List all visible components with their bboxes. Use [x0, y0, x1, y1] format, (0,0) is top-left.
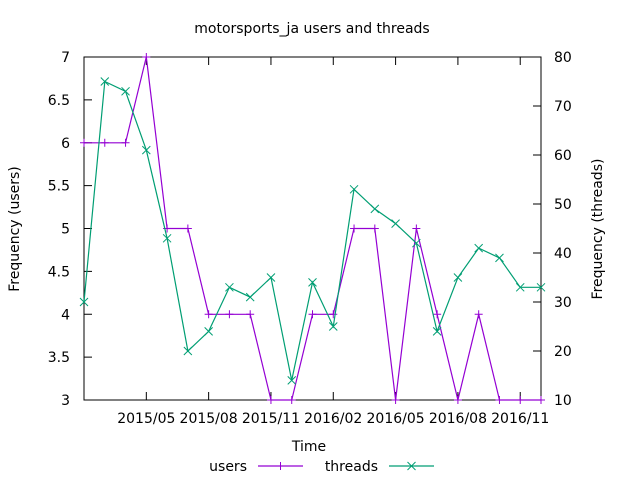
x-tick-label: 2015/08 [180, 411, 238, 427]
threads-point [100, 77, 110, 86]
threads-point [266, 273, 276, 282]
y-left-tick-label: 6.5 [48, 93, 70, 109]
y-right-tick-label: 60 [554, 148, 572, 164]
users-point [433, 310, 442, 319]
threads-point [328, 322, 338, 331]
legend-label-users: users [209, 459, 247, 475]
y-left-tick-label: 7 [61, 50, 70, 66]
x-tick-label: 2015/11 [242, 411, 300, 427]
threads-point [204, 327, 213, 336]
users-point [80, 138, 88, 147]
users-point [412, 224, 421, 233]
threads-point [391, 219, 400, 228]
users-point [183, 224, 192, 233]
y-right-axis: 10 20 30 40 50 60 70 80 [533, 50, 572, 409]
threads-point [495, 253, 504, 263]
threads-point [245, 292, 255, 302]
y-right-tick-label: 20 [554, 344, 572, 360]
threads-point [515, 282, 525, 292]
threads-point [225, 282, 234, 292]
x-axis-label: Time [291, 439, 326, 455]
threads-point [308, 278, 317, 287]
threads-point [287, 376, 297, 385]
x-tick-label: 2016/08 [429, 411, 487, 427]
y-left-tick-label: 4.5 [48, 264, 70, 280]
users-point [266, 396, 275, 404]
users-point [121, 138, 130, 147]
y-left-tick-label: 3.5 [48, 350, 70, 366]
x-tick-label: 2016/02 [304, 411, 362, 427]
users-point [350, 224, 359, 233]
legend-label-threads: threads [325, 459, 378, 475]
threads-point [121, 86, 130, 96]
threads-point [141, 145, 151, 155]
y-right-tick-label: 10 [554, 393, 572, 409]
threads-point [183, 346, 193, 356]
y-right-tick-label: 30 [554, 295, 572, 311]
x-tick-label: 2016/11 [491, 411, 549, 427]
users-point [370, 224, 379, 233]
threads-point [453, 273, 463, 282]
threads-point [162, 233, 172, 243]
y-left-tick-label: 6 [61, 136, 70, 152]
users-point [453, 396, 462, 404]
x-tick-label: 2016/05 [367, 411, 425, 427]
y-left-axis-label: Frequency (users) [7, 166, 23, 292]
users-point [246, 310, 255, 319]
users-point [474, 310, 483, 319]
legend-marker-users [276, 462, 285, 470]
y-left-axis: 3 3.5 4 4.5 5 5.5 6 6.5 7 [48, 50, 92, 409]
chart-title: motorsports_ja users and threads [194, 21, 429, 37]
y-left-tick-label: 5 [61, 222, 70, 238]
x-axis: 2015/05 2015/08 2015/11 2016/02 2016/05 2016/… [117, 57, 549, 427]
users-point [495, 396, 504, 404]
y-right-tick-label: 70 [554, 99, 572, 115]
users-point [537, 396, 545, 404]
users-point [204, 310, 213, 319]
legend-marker-threads [407, 461, 416, 471]
threads-point [349, 184, 359, 194]
y-right-tick-label: 80 [554, 50, 572, 66]
users-line [84, 56, 541, 401]
users-point [391, 396, 400, 404]
threads-line [83, 80, 541, 381]
series-layer [79, 53, 546, 404]
y-left-tick-label: 3 [61, 393, 70, 409]
threads-point [79, 297, 89, 307]
threads-point [432, 327, 442, 336]
y-right-tick-label: 40 [554, 246, 572, 262]
users-point [308, 310, 317, 319]
legend: users threads [209, 459, 434, 475]
y-left-tick-label: 4 [61, 307, 70, 323]
users-point [287, 396, 296, 404]
users-point [516, 396, 525, 404]
users-point [329, 310, 338, 319]
users-point [225, 310, 234, 319]
x-tick-label: 2015/05 [117, 411, 175, 427]
threads-point [536, 282, 546, 292]
threads-point [370, 204, 380, 214]
users-point [142, 53, 151, 61]
threads-point [474, 243, 484, 253]
users-point [100, 138, 109, 147]
y-left-tick-label: 5.5 [48, 179, 70, 195]
y-right-tick-label: 50 [554, 197, 572, 213]
y-right-axis-label: Frequency (threads) [590, 159, 606, 300]
threads-point [412, 238, 421, 248]
